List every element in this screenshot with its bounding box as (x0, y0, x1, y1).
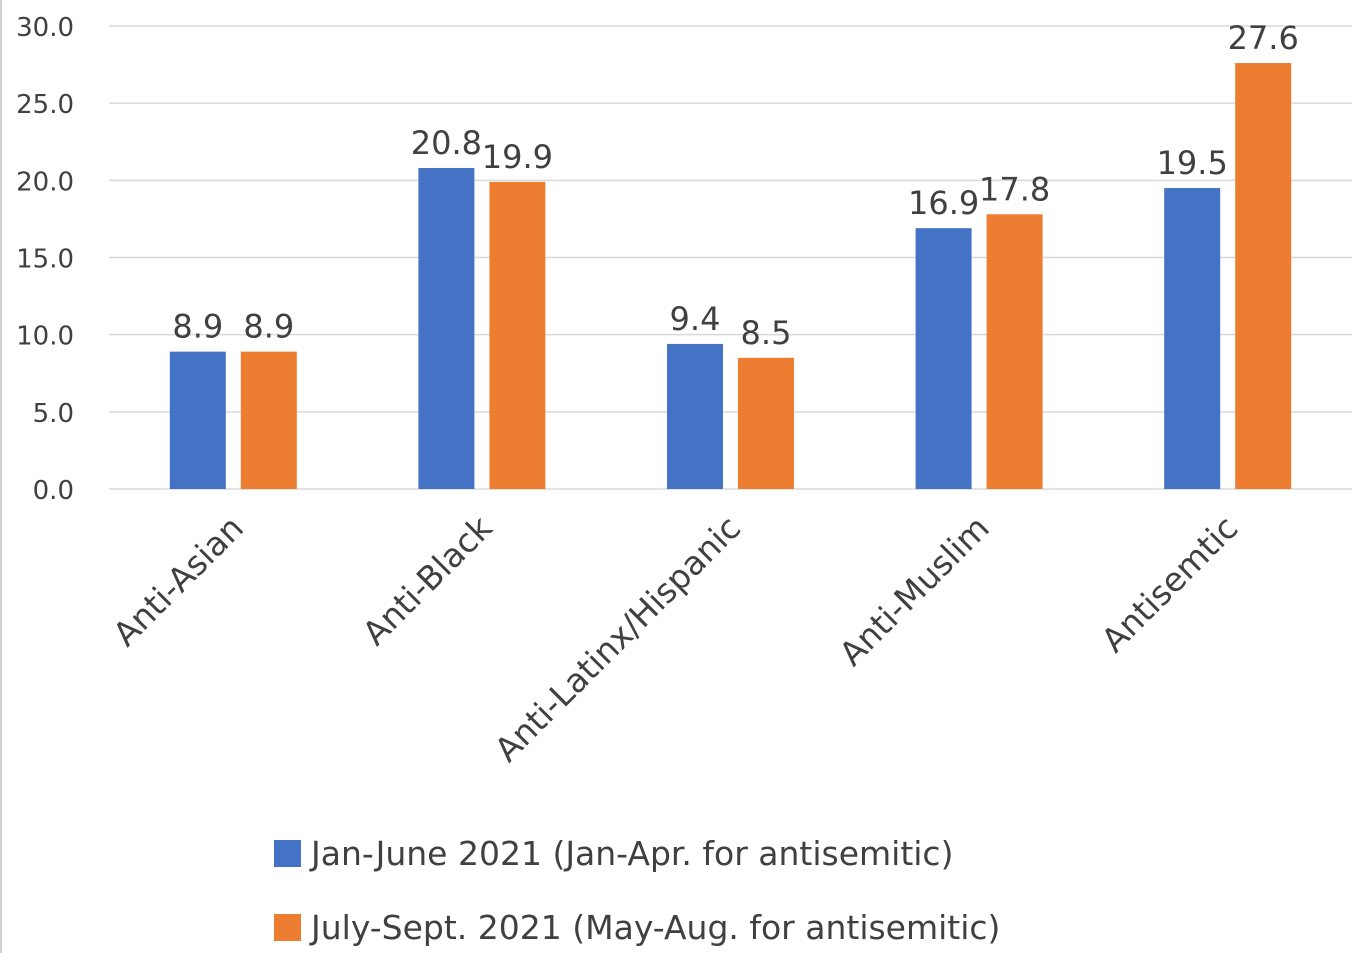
y-tick-label: 20.0 (16, 167, 74, 197)
x-tick-label: Anti-Latinx/Hispanic (487, 508, 748, 769)
y-tick-label: 10.0 (16, 322, 74, 352)
y-tick-label: 0.0 (33, 476, 74, 506)
x-tick-label: Anti-Muslim (832, 508, 997, 673)
data-label: 16.9 (908, 184, 979, 222)
legend-swatch (274, 840, 301, 867)
gridlines (109, 25, 1352, 490)
data-label: 8.9 (243, 308, 294, 346)
bar-series-1-anti-latinx-hispanic (667, 343, 723, 489)
bar-series-2-anti-asian (240, 351, 297, 489)
x-tick-label: Anti-Asian (105, 508, 251, 654)
data-label: 9.4 (670, 300, 721, 338)
x-tick-label: Antisemtic (1094, 508, 1246, 660)
y-tick-label: 30.0 (16, 13, 74, 43)
data-label: 8.5 (741, 314, 792, 352)
bar-series-2-anti-muslim (986, 214, 1043, 489)
legend-item-series-2: July-Sept. 2021 (May-Aug. for antisemiti… (274, 908, 1000, 947)
bar-series-1-antisemtic (1164, 188, 1221, 490)
bars (169, 63, 1292, 490)
bar-chart: 0.0 5.0 10.0 15.0 20.0 25.0 30.0 8.9 20.8 9.4 16.… (16, 13, 1352, 769)
legend-label: Jan-June 2021 (Jan-Apr. for antisemitic) (311, 834, 954, 873)
data-label: 19.5 (1157, 144, 1228, 182)
y-axis-ticks: 0.0 5.0 10.0 15.0 20.0 25.0 30.0 (16, 13, 74, 506)
legend-label: July-Sept. 2021 (May-Aug. for antisemiti… (311, 908, 1001, 947)
data-label: 8.9 (172, 308, 223, 346)
data-label: 19.9 (482, 138, 553, 176)
bar-series-1-anti-black (418, 167, 475, 489)
data-label: 20.8 (411, 124, 482, 162)
bar-series-1-anti-asian (169, 351, 226, 489)
y-tick-label: 15.0 (16, 245, 74, 275)
y-tick-label: 5.0 (33, 399, 74, 429)
bar-series-2-anti-latinx-hispanic (738, 357, 794, 489)
legend-item-series-1: Jan-June 2021 (Jan-Apr. for antisemitic) (274, 834, 953, 873)
data-label: 27.6 (1228, 19, 1299, 57)
bar-series-2-antisemtic (1235, 63, 1292, 489)
x-tick-label: Anti-Black (355, 507, 500, 652)
y-tick-label: 25.0 (16, 90, 74, 120)
legend-swatch (274, 914, 301, 941)
data-labels: 8.9 20.8 9.4 16.9 19.5 8.9 19.9 8.5 17.8 27.6 (172, 19, 1298, 352)
bar-series-2-anti-black (489, 181, 546, 490)
bar-series-1-anti-muslim (915, 228, 972, 489)
data-label: 17.8 (979, 170, 1050, 208)
x-axis-ticks: Anti-Asian Anti-BlackAnti-Latinx/Hispanic… (105, 507, 1245, 769)
